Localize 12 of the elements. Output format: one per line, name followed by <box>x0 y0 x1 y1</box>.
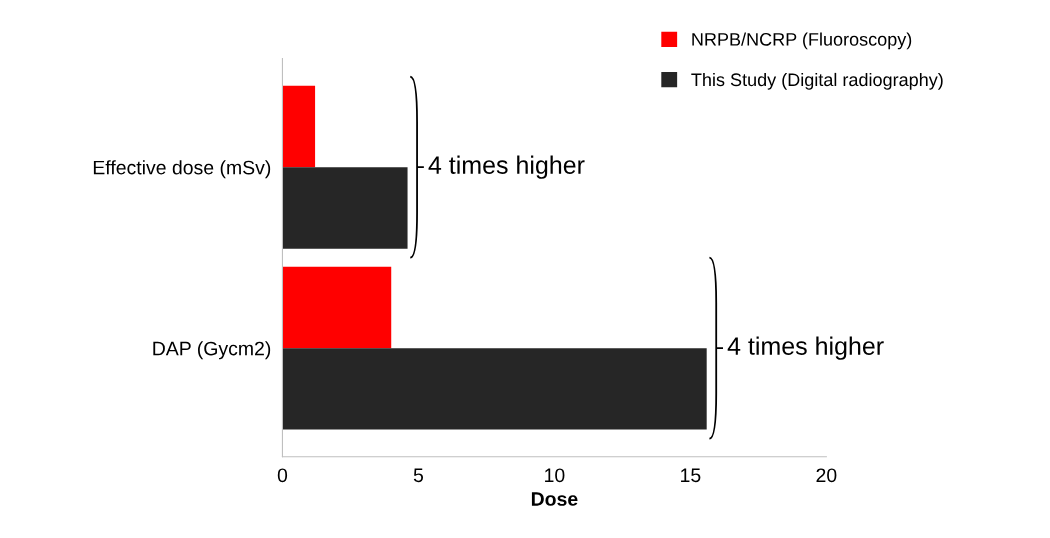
legend-label: NRPB/NCRP (Fluoroscopy) <box>692 32 912 50</box>
x-tick-label: 20 <box>816 468 837 483</box>
y-tick-label: Effective dose (mSv) <box>93 160 271 179</box>
annotation: 4 times higher <box>727 336 884 360</box>
x-tick-label: 15 <box>681 468 701 483</box>
x-tick-label: 0 <box>277 468 288 483</box>
x-tick-label: 10 <box>545 468 565 483</box>
x-axis-title: Dose <box>531 492 578 506</box>
x-tick-label: 5 <box>413 468 424 483</box>
y-tick-label: DAP (Gycm2) <box>153 341 271 360</box>
annotation: 4 times higher <box>428 155 585 179</box>
legend-label: This Study (Digital radiography) <box>691 72 943 90</box>
